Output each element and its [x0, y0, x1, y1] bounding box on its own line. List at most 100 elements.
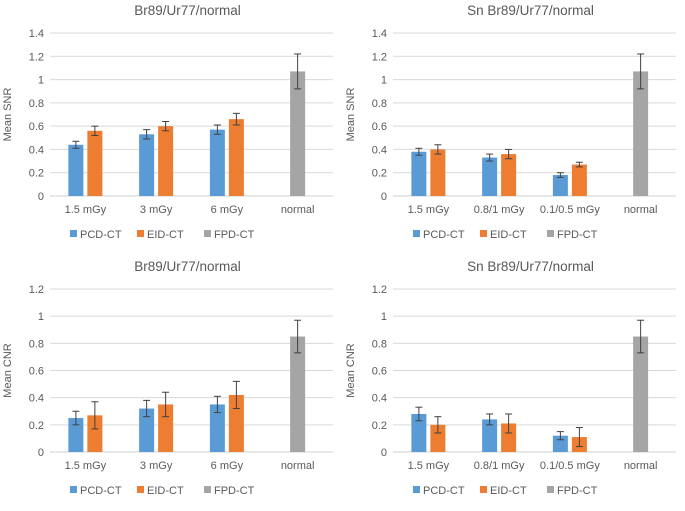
legend-label: FPD-CT [557, 485, 598, 497]
bar-pcd-ct [139, 134, 155, 196]
y-tick-label: 1 [38, 311, 44, 323]
chart-title: Sn Br89/Ur77/normal [467, 3, 594, 18]
legend-swatch [413, 230, 420, 237]
category-label: normal [624, 460, 658, 472]
y-tick-label: 0.6 [29, 121, 44, 133]
chart-snr-br89: Br89/Ur77/normal 0 0.2 0.4 0.6 0.8 1 1.2 1.4 Mean… [0, 0, 342, 255]
category-label: 0.1/0.5 mGy [540, 460, 600, 472]
legend-label: EID-CT [490, 229, 527, 241]
bar-pcd-ct [411, 151, 427, 196]
y-tick-label: 0.4 [29, 393, 44, 405]
legend-swatch [137, 486, 144, 493]
legend-label: EID-CT [147, 229, 184, 241]
legend-swatch [547, 486, 554, 493]
chart-cnr-br89: Br89/Ur77/normal 0 0.2 0.4 0.6 0.8 1 1.2 Mean CN… [0, 256, 342, 511]
y-tick-label: 0 [381, 447, 387, 459]
legend-label: FPD-CT [557, 229, 598, 241]
y-tick-label: 0.6 [29, 366, 44, 378]
y-tick-label: 0.8 [29, 338, 44, 350]
bar-eid-ct [87, 130, 103, 196]
bar-eid-ct [571, 164, 587, 196]
category-label: 1.5 mGy [408, 460, 450, 472]
category-label: 3 mGy [140, 460, 173, 472]
legend-swatch [70, 486, 77, 493]
category-label: 0.8/1 mGy [474, 460, 525, 472]
chart-snr-sn-br89: Sn Br89/Ur77/normal 0 0.2 0.4 0.6 0.8 1 1.2 1.4 M… [343, 0, 685, 255]
chart-title: Br89/Ur77/normal [134, 3, 241, 18]
legend-label: PCD-CT [423, 229, 465, 241]
category-label: 0.8/1 mGy [474, 204, 525, 216]
legend-swatch [480, 486, 487, 493]
y-tick-label: 1.4 [29, 28, 44, 40]
chart-title: Br89/Ur77/normal [134, 259, 241, 274]
bar-pcd-ct [482, 419, 498, 452]
chart-svg: Sn Br89/Ur77/normal 0 0.2 0.4 0.6 0.8 1 1.2 1.4 M… [345, 3, 676, 241]
bar-fpd-ct [633, 71, 649, 196]
bar-eid-ct [430, 149, 446, 196]
legend-swatch [204, 230, 211, 237]
bar-eid-ct [228, 394, 244, 452]
bar-eid-ct [228, 119, 244, 196]
y-tick-label: 1.2 [372, 51, 387, 63]
legend-label: PCD-CT [80, 229, 122, 241]
bar-eid-ct [430, 424, 446, 452]
y-axis-label: Mean CNR [2, 343, 14, 397]
legend-swatch [70, 230, 77, 237]
bar-eid-ct [87, 415, 103, 452]
y-tick-label: 0.8 [372, 98, 387, 110]
legend-label: EID-CT [490, 485, 527, 497]
legend-swatch [204, 486, 211, 493]
y-tick-label: 0.6 [372, 366, 387, 378]
y-tick-label: 0 [38, 447, 44, 459]
category-label: 6 mGy [211, 204, 244, 216]
y-tick-label: 1.2 [29, 284, 44, 296]
legend-label: PCD-CT [80, 485, 122, 497]
y-tick-label: 1 [38, 75, 44, 87]
legend-swatch [413, 486, 420, 493]
chart-svg: Br89/Ur77/normal 0 0.2 0.4 0.6 0.8 1 1.2 Mean CN… [2, 259, 333, 497]
y-tick-label: 0.6 [372, 121, 387, 133]
bar-pcd-ct [552, 435, 568, 452]
bar-pcd-ct [139, 408, 155, 452]
y-axis-label: Mean SNR [2, 88, 14, 142]
category-label: 1.5 mGy [65, 460, 107, 472]
category-label: 1.5 mGy [65, 204, 107, 216]
y-axis-label: Mean CNR [345, 343, 357, 397]
chart-cnr-sn-br89: Sn Br89/Ur77/normal 0 0.2 0.4 0.6 0.8 1 1.2 Mean… [343, 256, 685, 511]
y-tick-label: 0.2 [372, 168, 387, 180]
category-label: 0.1/0.5 mGy [540, 204, 600, 216]
bar-pcd-ct [68, 144, 84, 196]
bar-pcd-ct [482, 157, 498, 196]
bar-eid-ct [501, 154, 517, 196]
bar-fpd-ct [290, 336, 306, 452]
y-tick-label: 0.8 [29, 98, 44, 110]
y-tick-label: 0 [381, 191, 387, 203]
bar-eid-ct [158, 126, 174, 196]
legend-label: FPD-CT [214, 485, 255, 497]
category-label: normal [281, 460, 315, 472]
bar-eid-ct [501, 423, 517, 452]
legend-label: FPD-CT [214, 229, 255, 241]
y-tick-label: 1 [381, 75, 387, 87]
category-label: normal [281, 204, 315, 216]
y-tick-label: 1.2 [372, 284, 387, 296]
y-tick-label: 0 [38, 191, 44, 203]
y-tick-label: 0.2 [29, 420, 44, 432]
bar-fpd-ct [633, 336, 649, 452]
legend-swatch [480, 230, 487, 237]
chart-title: Sn Br89/Ur77/normal [467, 259, 594, 274]
legend-label: EID-CT [147, 485, 184, 497]
legend-swatch [547, 230, 554, 237]
bar-pcd-ct [411, 413, 427, 452]
y-axis-label: Mean SNR [345, 88, 357, 142]
y-tick-label: 0.8 [372, 338, 387, 350]
chart-svg: Sn Br89/Ur77/normal 0 0.2 0.4 0.6 0.8 1 1.2 Mean… [345, 259, 676, 497]
y-tick-label: 1 [381, 311, 387, 323]
legend-label: PCD-CT [423, 485, 465, 497]
bar-eid-ct [158, 404, 174, 452]
y-tick-label: 0.4 [372, 393, 387, 405]
legend-swatch [137, 230, 144, 237]
y-tick-label: 1.2 [29, 51, 44, 63]
y-tick-label: 0.2 [372, 420, 387, 432]
bar-fpd-ct [290, 71, 306, 196]
